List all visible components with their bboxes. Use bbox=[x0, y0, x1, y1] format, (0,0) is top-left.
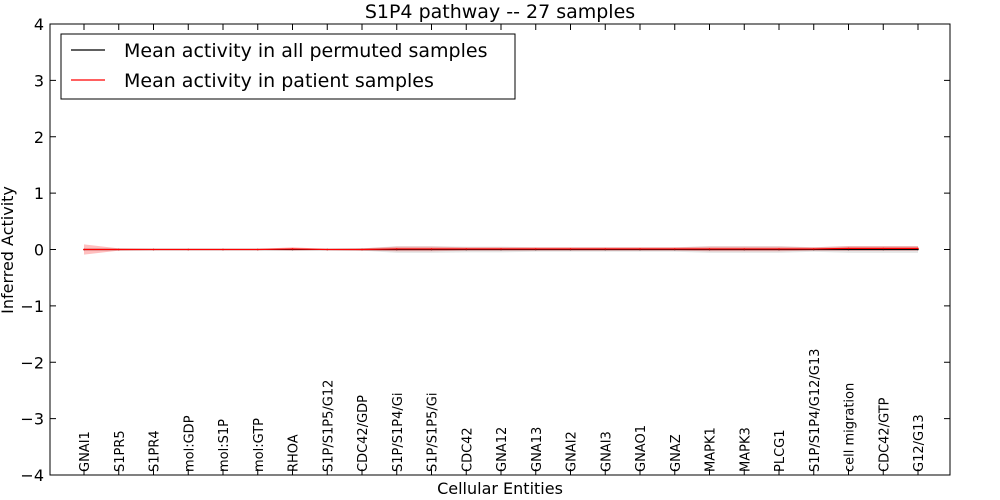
legend-box bbox=[60, 33, 516, 100]
series-point-1 bbox=[326, 248, 329, 251]
series-point-1 bbox=[812, 248, 815, 250]
series-point-1 bbox=[743, 248, 746, 250]
series-point-1 bbox=[534, 248, 537, 250]
x-tick-label: GNAZ bbox=[669, 434, 684, 472]
series-point-1 bbox=[152, 248, 155, 251]
series-point-1 bbox=[291, 248, 294, 250]
series-point-1 bbox=[187, 248, 190, 251]
x-tick-label: MAPK3 bbox=[738, 427, 753, 472]
x-tick-label: GNA12 bbox=[495, 427, 510, 472]
x-tick-label: CDC42 bbox=[460, 427, 475, 472]
series-point-1 bbox=[83, 248, 85, 251]
x-tick-label: cell migration bbox=[843, 383, 858, 472]
x-tick-label: S1PR4 bbox=[148, 430, 163, 472]
y-tick-label: 3 bbox=[34, 71, 44, 90]
y-tick-label: −3 bbox=[20, 410, 44, 429]
x-tick-label: S1P/S1P5/Gi bbox=[426, 393, 441, 472]
series-point-1 bbox=[917, 247, 919, 250]
x-tick-label: MAPK1 bbox=[704, 427, 719, 472]
series-point-1 bbox=[708, 248, 711, 250]
series-point-1 bbox=[778, 248, 780, 250]
series-point-1 bbox=[604, 248, 607, 250]
x-tick-label: G12/G13 bbox=[912, 414, 927, 472]
x-tick-label: S1P/S1P4/G12/G13 bbox=[808, 349, 823, 472]
x-tick-label: CDC42/GDP bbox=[356, 395, 371, 472]
x-tick-label: GNAI3 bbox=[599, 431, 614, 472]
legend-label-permuted: Mean activity in all permuted samples bbox=[124, 40, 487, 62]
x-tick-label: mol:S1P bbox=[217, 419, 232, 472]
y-tick-label: 0 bbox=[34, 241, 44, 260]
series-point-1 bbox=[430, 248, 433, 250]
x-tick-label: S1P/S1P4/Gi bbox=[391, 393, 406, 472]
series-point-1 bbox=[117, 248, 120, 251]
series-point-1 bbox=[569, 248, 572, 250]
legend-label-patient: Mean activity in patient samples bbox=[124, 70, 434, 92]
x-tick-label: GNAI2 bbox=[565, 431, 580, 472]
series-point-1 bbox=[500, 248, 502, 250]
series-point-1 bbox=[673, 248, 676, 250]
y-axis-label: Inferred Activity bbox=[0, 186, 17, 314]
x-tick-label: RHOA bbox=[287, 434, 302, 472]
x-tick-label: mol:GTP bbox=[252, 418, 267, 472]
y-tick-label: −1 bbox=[20, 297, 44, 316]
x-tick-label: CDC42/GTP bbox=[877, 397, 892, 472]
series-point-1 bbox=[222, 248, 224, 251]
x-tick-label: GNAI1 bbox=[78, 431, 93, 472]
series-point-0 bbox=[917, 248, 919, 251]
axes: 4 3 2 1 0 −1 −2 −3 −4 GNAI1 S1PR5 S1PR4 mol:GDP mol:S… bbox=[20, 15, 950, 485]
x-tick-label: S1PR5 bbox=[113, 430, 128, 472]
y-tick-label: 1 bbox=[34, 184, 44, 203]
x-tick-label: GNA13 bbox=[530, 427, 545, 472]
x-tick-label: GNAO1 bbox=[634, 425, 649, 472]
legend: Mean activity in all permuted samples Me… bbox=[60, 33, 516, 100]
plot-area bbox=[83, 244, 919, 255]
series-point-0 bbox=[847, 248, 850, 251]
chart-title: S1P4 pathway -- 27 samples bbox=[365, 1, 635, 23]
x-tick-label: PLCG1 bbox=[773, 429, 788, 472]
x-tick-label: mol:GDP bbox=[182, 415, 197, 472]
series-point-1 bbox=[395, 248, 398, 250]
series-point-1 bbox=[639, 248, 641, 250]
y-tick-label: −2 bbox=[20, 353, 44, 372]
y-tick-label: −4 bbox=[20, 466, 44, 485]
series-point-1 bbox=[882, 247, 885, 250]
series-point-1 bbox=[256, 248, 259, 251]
x-tick-label: S1P/S1P5/G12 bbox=[321, 380, 336, 472]
series-point-1 bbox=[847, 247, 850, 250]
series-point-0 bbox=[882, 248, 885, 251]
series-point-1 bbox=[361, 248, 363, 251]
y-tick-label: 2 bbox=[34, 128, 44, 147]
y-tick-label: 4 bbox=[34, 15, 44, 34]
x-axis-label: Cellular Entities bbox=[437, 479, 563, 498]
series-point-1 bbox=[465, 248, 468, 250]
